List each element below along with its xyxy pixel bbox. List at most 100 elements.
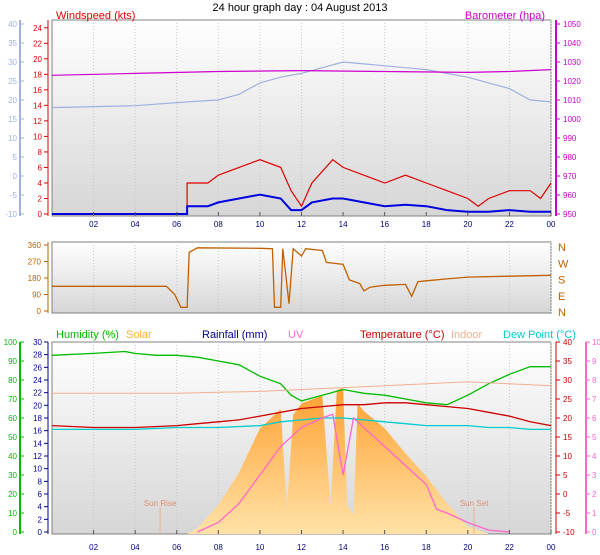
wind-axis-tick-label: 24	[33, 24, 42, 33]
temperature-axis-tick-label: 30	[563, 376, 572, 385]
temperature-axis-tick-label: -10	[563, 528, 575, 537]
sunrise-label: Sun Rise	[144, 499, 177, 508]
rain-axis-tick-label: 4	[38, 503, 43, 512]
weather-x-tick-label: 22	[505, 543, 514, 552]
humidity-axis-tick-label: 50	[8, 433, 17, 442]
wind-x-tick-label: 08	[214, 220, 223, 229]
humidity-line	[51, 350, 551, 406]
humidity-axis-tick-label: 30	[8, 471, 17, 480]
chart-title: 24 hour graph day : 04 August 2013	[213, 2, 388, 14]
rain-axis-tick-label: 12	[33, 452, 42, 461]
rain-axis-tick-label: 8	[38, 477, 43, 486]
rain-axis-tick-label: 28	[33, 351, 42, 360]
wind-axis-tick-label: 6	[38, 163, 43, 172]
weather-x-tick-label: 02	[89, 543, 98, 552]
wind-axis-tick-label: 22	[33, 39, 42, 48]
barometer-axis-tick-label: 1040	[563, 39, 581, 48]
uv-axis-tick-label: 9	[592, 357, 597, 366]
temp-axis-tick-label: -5	[10, 191, 18, 200]
temperature-axis-tick-label: 35	[563, 357, 572, 366]
rain-axis-tick-label: 2	[38, 515, 43, 524]
wind-x-tick-label: 12	[297, 220, 306, 229]
weather-x-tick-label: 18	[422, 543, 431, 552]
wind-average-line	[52, 193, 551, 215]
uv-axis-tick-label: 3	[592, 471, 597, 480]
temp-axis-tick-label: -10	[5, 210, 17, 219]
solar-area	[187, 388, 489, 534]
barometer-axis-tick-label: 950	[563, 210, 577, 219]
wind-axis-tick-label: 18	[33, 70, 42, 79]
wind-axis-tick-label: 2	[38, 194, 43, 203]
rain-axis-tick-label: 20	[33, 401, 42, 410]
wind-gust-line	[52, 158, 552, 215]
wind-x-tick-label: 06	[172, 220, 181, 229]
temp-axis-tick-label: 25	[8, 77, 17, 86]
humidity-axis-tick-label: 90	[8, 357, 17, 366]
temperature-axis-tick-label: 40	[563, 338, 572, 347]
temperature-axis-tick-label: -5	[563, 509, 571, 518]
barometer-axis-tick-label: 1030	[563, 58, 581, 67]
humidity-label: Humidity (%)	[56, 329, 119, 341]
wind-x-tick-label: 00	[547, 220, 556, 229]
temp-axis-tick-label: 30	[8, 58, 17, 67]
humidity-axis-tick-label: 40	[8, 452, 17, 461]
temp-axis-tick-label: 20	[8, 96, 17, 105]
direction-axis-tick-label: 90	[32, 291, 41, 300]
wind-axis-tick-label: 0	[38, 210, 43, 219]
rain-axis-tick-label: 16	[33, 427, 42, 436]
temperature-axis-tick-label: 20	[563, 414, 572, 423]
rain-label: Rainfall (mm)	[202, 329, 267, 341]
wind-axis-tick-label: 16	[33, 86, 42, 95]
temperature-axis-tick-label: 15	[563, 433, 572, 442]
weather-x-tick-label: 00	[547, 543, 556, 552]
humidity-axis-tick-label: 70	[8, 395, 17, 404]
wind-axis-tick-label: 10	[33, 132, 42, 141]
wind-x-tick-label: 16	[380, 220, 389, 229]
wind-x-tick-label: 04	[131, 220, 140, 229]
temperature-label: Temperature (°C)	[360, 329, 444, 341]
weather-x-tick-label: 12	[297, 543, 306, 552]
direction-axis-tick-label: 360	[28, 241, 42, 250]
uv-axis-tick-label: 10	[592, 338, 600, 347]
temperature-line	[51, 402, 552, 429]
barometer-axis-tick-label: 960	[563, 191, 577, 200]
barometer-axis-label: Barometer (hpa)	[465, 10, 545, 22]
wind-panel-temperature-line	[51, 61, 552, 109]
rain-axis-tick-label: 10	[33, 465, 42, 474]
indoor-label: Indoor	[451, 329, 483, 341]
temp-axis-tick-label: 5	[13, 153, 18, 162]
temp-axis-tick-label: 10	[8, 134, 17, 143]
weather-x-tick-label: 06	[172, 543, 181, 552]
uv-axis-tick-label: 7	[592, 395, 597, 404]
weather-x-tick-label: 10	[255, 543, 264, 552]
humidity-axis-tick-label: 80	[8, 376, 17, 385]
uv-axis-tick-label: 0	[592, 528, 597, 537]
solar-label: Solar	[126, 329, 152, 341]
temp-axis-tick-label: 15	[8, 115, 17, 124]
sunset-label: Sun Set	[460, 499, 489, 508]
humidity-axis-tick-label: 60	[8, 414, 17, 423]
humidity-axis-tick-label: 100	[4, 338, 18, 347]
compass-label: E	[558, 291, 565, 303]
wind-axis-tick-label: 4	[38, 179, 43, 188]
direction-axis-tick-label: 270	[28, 258, 42, 267]
wind-x-tick-label: 22	[505, 220, 514, 229]
barometer-axis-tick-label: 970	[563, 172, 577, 181]
rain-axis-tick-label: 22	[33, 389, 42, 398]
uv-label: UV	[288, 329, 304, 341]
barometer-axis-tick-label: 1000	[563, 115, 581, 124]
wind-panel: 4035302520151050-5-102422201816141210864…	[5, 10, 581, 229]
humidity-axis-tick-label: 20	[8, 490, 17, 499]
uv-axis-tick-label: 2	[592, 490, 597, 499]
rain-axis-tick-label: 0	[38, 528, 43, 537]
temp-axis-tick-label: 40	[8, 20, 17, 29]
temperature-axis-tick-label: 5	[563, 471, 568, 480]
weather-x-tick-label: 04	[131, 543, 140, 552]
humidity-axis-tick-label: 10	[8, 509, 17, 518]
dewpoint-label: Dew Point (°C)	[503, 329, 576, 341]
rain-axis-tick-label: 30	[33, 338, 42, 347]
barometer-axis-tick-label: 1020	[563, 77, 581, 86]
compass-label: N	[558, 242, 566, 254]
